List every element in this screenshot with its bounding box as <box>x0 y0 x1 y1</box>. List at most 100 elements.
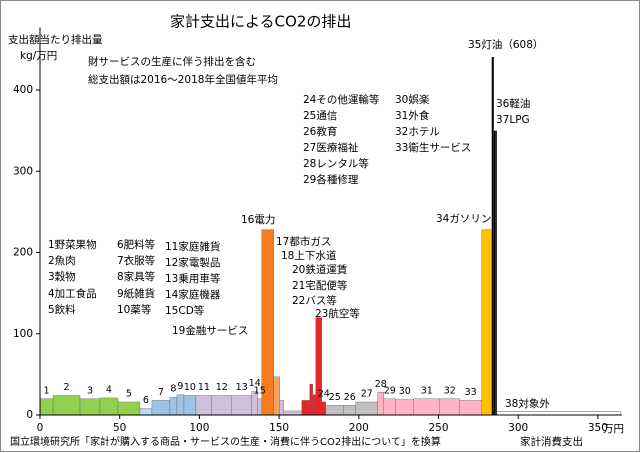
bar <box>79 398 101 416</box>
bar-label: 33 <box>465 387 477 398</box>
x-tick-label: 100 <box>189 422 209 434</box>
annotation: 14家庭機器 <box>165 288 221 301</box>
annotation: 36軽油 <box>496 97 530 110</box>
x-tick-label: 0 <box>37 422 44 434</box>
bar <box>117 401 141 416</box>
annotation: 16電力 <box>241 213 275 226</box>
bar-label: 30 <box>399 386 411 397</box>
bar <box>439 398 460 416</box>
x-axis-label: 万円 <box>603 423 624 435</box>
annotation: 33衛生サービス <box>395 141 471 154</box>
annotation: 6肥料等 <box>117 238 156 251</box>
bar <box>383 398 396 416</box>
x-tick-label: 150 <box>269 422 289 434</box>
y-tick-label: 0 <box>26 409 33 421</box>
bar <box>273 376 280 416</box>
x-tick-label: 300 <box>508 422 528 434</box>
annotation: 31外食 <box>395 109 430 122</box>
x-tick-label: 350 <box>588 422 608 434</box>
bar-label: 2 <box>64 382 70 393</box>
bar <box>495 130 498 416</box>
bar <box>211 395 232 416</box>
annotation: 29各種修理 <box>303 173 359 186</box>
subtitle: 財サービスの生産に伴う排出を含む <box>88 55 256 68</box>
bar <box>481 229 492 416</box>
annotation: 17都市ガス <box>276 235 331 248</box>
y-axis-label: kg/万円 <box>20 50 57 62</box>
bar <box>40 398 54 416</box>
bar <box>315 317 323 416</box>
bar <box>195 395 213 416</box>
subtitle: 総支出額は2016～2018年全国値年平均 <box>88 73 278 86</box>
bar-label: 4 <box>106 384 112 395</box>
bar <box>301 400 310 416</box>
bar-label: 11 <box>198 382 210 393</box>
annotation: 12家電製品 <box>165 256 220 269</box>
bar-label: 8 <box>170 384 176 395</box>
annotation: 4加工食品 <box>48 287 97 300</box>
annotation: 26教育 <box>303 125 337 138</box>
bar-label: 26 <box>344 392 356 403</box>
y-axis-label: 支出額当たり排出量 <box>8 33 103 46</box>
annotation: 3穀物 <box>48 270 76 283</box>
annotation: 30娯楽 <box>395 93 430 106</box>
bar <box>52 395 81 416</box>
annotation: 13乗用車等 <box>165 272 221 285</box>
bar-label: 3 <box>87 385 93 396</box>
bar-label: 10 <box>184 382 196 393</box>
bar <box>395 399 414 416</box>
annotation: 27医療福祉 <box>303 141 359 154</box>
y-tick-label: 300 <box>13 165 33 177</box>
bar <box>493 130 497 416</box>
annotation: 8家具等 <box>117 270 156 283</box>
bar <box>355 401 378 416</box>
bar <box>312 394 316 416</box>
annotation: 25通信 <box>303 110 337 122</box>
bar-label: 12 <box>216 382 228 393</box>
annotation: 35灯油（608） <box>468 38 543 51</box>
annotation: 5飲料 <box>48 303 76 316</box>
y-tick-label: 100 <box>13 328 33 340</box>
bar-label: 13 <box>236 382 248 393</box>
bar <box>309 383 313 416</box>
source: 国立環境研究所「家計が購入する商品・サービスの生産・消費に伴うCO2排出について… <box>10 435 441 448</box>
bar <box>231 395 252 416</box>
bar-label: 27 <box>361 389 373 400</box>
bar <box>343 405 356 416</box>
bar-label: 25 <box>329 392 341 403</box>
y-tick-label: 200 <box>13 247 33 259</box>
annotation: 2魚肉 <box>48 254 76 267</box>
bar-label: 28 <box>375 379 387 390</box>
annotation: 38対象外 <box>505 397 550 410</box>
annotation: 18上下水道 <box>281 249 337 262</box>
annotation: 7衣服等 <box>117 254 156 267</box>
bar-label: 29 <box>384 385 396 396</box>
bar <box>257 398 262 416</box>
bar <box>491 57 495 416</box>
annotation: 10薬等 <box>117 303 152 316</box>
bar <box>169 396 178 416</box>
chart-title: 家計支出によるCO2の排出 <box>170 13 351 31</box>
bar <box>176 394 185 416</box>
annotation: 37LPG <box>496 114 530 126</box>
annotation: 22バス等 <box>292 294 337 307</box>
bar-label: 7 <box>158 387 164 398</box>
bar <box>325 405 345 416</box>
x-axis-label: 家計消費支出 <box>520 435 583 448</box>
bar <box>459 400 482 416</box>
bar-label: 9 <box>177 381 183 392</box>
y-tick-label: 400 <box>13 84 33 96</box>
bar-label: 1 <box>44 385 50 396</box>
bar-label: 32 <box>444 385 456 396</box>
bar <box>151 400 171 416</box>
annotation: 11家庭雑貨 <box>165 240 220 253</box>
bar <box>139 408 153 416</box>
annotation: 28レンタル等 <box>303 157 369 170</box>
bars <box>40 57 622 416</box>
bar-label: 6 <box>143 395 149 406</box>
x-tick-label: 250 <box>428 422 448 434</box>
bar-label: 31 <box>421 385 433 396</box>
annotation: 20鉄道運賃 <box>292 263 347 276</box>
